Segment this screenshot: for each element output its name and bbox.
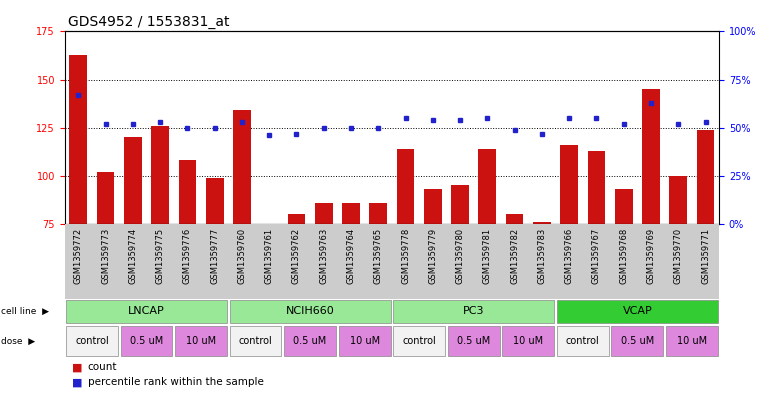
Text: VCAP: VCAP [622, 307, 652, 316]
Bar [288, 214, 305, 224]
Bar [696, 130, 715, 224]
Text: ■: ■ [72, 377, 83, 387]
Bar [479, 149, 496, 224]
Text: GSM1359762: GSM1359762 [292, 228, 301, 284]
Bar [120, 326, 173, 356]
Bar [233, 110, 251, 224]
Text: 0.5 uM: 0.5 uM [457, 336, 490, 346]
Text: 10 uM: 10 uM [513, 336, 543, 346]
Text: 0.5 uM: 0.5 uM [621, 336, 654, 346]
Bar [69, 55, 88, 224]
Text: 0.5 uM: 0.5 uM [130, 336, 163, 346]
Text: GSM1359760: GSM1359760 [237, 228, 247, 284]
Text: ■: ■ [72, 362, 83, 373]
Text: GSM1359772: GSM1359772 [74, 228, 83, 284]
Text: control: control [566, 336, 600, 346]
Bar [451, 185, 469, 224]
Text: GSM1359770: GSM1359770 [673, 228, 683, 284]
Bar [666, 326, 718, 356]
Text: control: control [75, 336, 109, 346]
Bar [230, 300, 390, 323]
Bar [66, 326, 118, 356]
Bar [66, 300, 227, 323]
Text: GSM1359778: GSM1359778 [401, 228, 410, 284]
Text: dose  ▶: dose ▶ [1, 336, 35, 345]
Bar [396, 149, 415, 224]
Text: LNCAP: LNCAP [128, 307, 165, 316]
Text: cell line  ▶: cell line ▶ [1, 307, 49, 316]
Text: PC3: PC3 [463, 307, 485, 316]
Text: 10 uM: 10 uM [677, 336, 707, 346]
Text: GDS4952 / 1553831_at: GDS4952 / 1553831_at [68, 15, 230, 29]
Bar [560, 145, 578, 224]
Text: GSM1359773: GSM1359773 [101, 228, 110, 284]
Bar [205, 178, 224, 224]
Bar [506, 214, 524, 224]
Text: GSM1359782: GSM1359782 [510, 228, 519, 284]
Bar [533, 222, 551, 224]
Text: 10 uM: 10 uM [349, 336, 380, 346]
Bar [587, 151, 605, 224]
Text: percentile rank within the sample: percentile rank within the sample [88, 377, 263, 387]
Text: GSM1359763: GSM1359763 [320, 228, 328, 284]
Text: GSM1359765: GSM1359765 [374, 228, 383, 284]
Text: GSM1359776: GSM1359776 [183, 228, 192, 284]
Text: NCIH660: NCIH660 [285, 307, 335, 316]
Bar [642, 89, 660, 224]
Text: GSM1359764: GSM1359764 [346, 228, 355, 284]
Bar [670, 176, 687, 224]
Text: GSM1359777: GSM1359777 [210, 228, 219, 284]
Bar [393, 300, 554, 323]
Bar [615, 189, 632, 224]
Text: GSM1359761: GSM1359761 [265, 228, 274, 284]
Bar [502, 326, 554, 356]
Text: 0.5 uM: 0.5 uM [294, 336, 326, 346]
Bar [369, 203, 387, 224]
Bar [97, 172, 114, 224]
Bar [611, 326, 664, 356]
Bar [424, 189, 441, 224]
Text: GSM1359779: GSM1359779 [428, 228, 438, 284]
Text: control: control [403, 336, 436, 346]
Bar [151, 126, 169, 224]
Bar [315, 203, 333, 224]
Bar [447, 326, 500, 356]
Bar [179, 160, 196, 224]
Bar [124, 138, 142, 224]
Bar [342, 203, 360, 224]
Text: control: control [239, 336, 272, 346]
Text: GSM1359769: GSM1359769 [647, 228, 655, 284]
Text: GSM1359771: GSM1359771 [701, 228, 710, 284]
Text: GSM1359774: GSM1359774 [129, 228, 137, 284]
Text: GSM1359781: GSM1359781 [483, 228, 492, 284]
Bar [393, 326, 445, 356]
Bar [557, 326, 609, 356]
Bar [557, 300, 718, 323]
Text: GSM1359767: GSM1359767 [592, 228, 601, 284]
Text: GSM1359766: GSM1359766 [565, 228, 574, 284]
Bar [284, 326, 336, 356]
Text: GSM1359775: GSM1359775 [156, 228, 164, 284]
Text: GSM1359768: GSM1359768 [619, 228, 628, 284]
Text: count: count [88, 362, 117, 373]
Text: GSM1359783: GSM1359783 [537, 228, 546, 284]
Bar [339, 326, 390, 356]
Text: 10 uM: 10 uM [186, 336, 216, 346]
Bar [230, 326, 282, 356]
Bar [175, 326, 227, 356]
Text: GSM1359780: GSM1359780 [456, 228, 464, 284]
